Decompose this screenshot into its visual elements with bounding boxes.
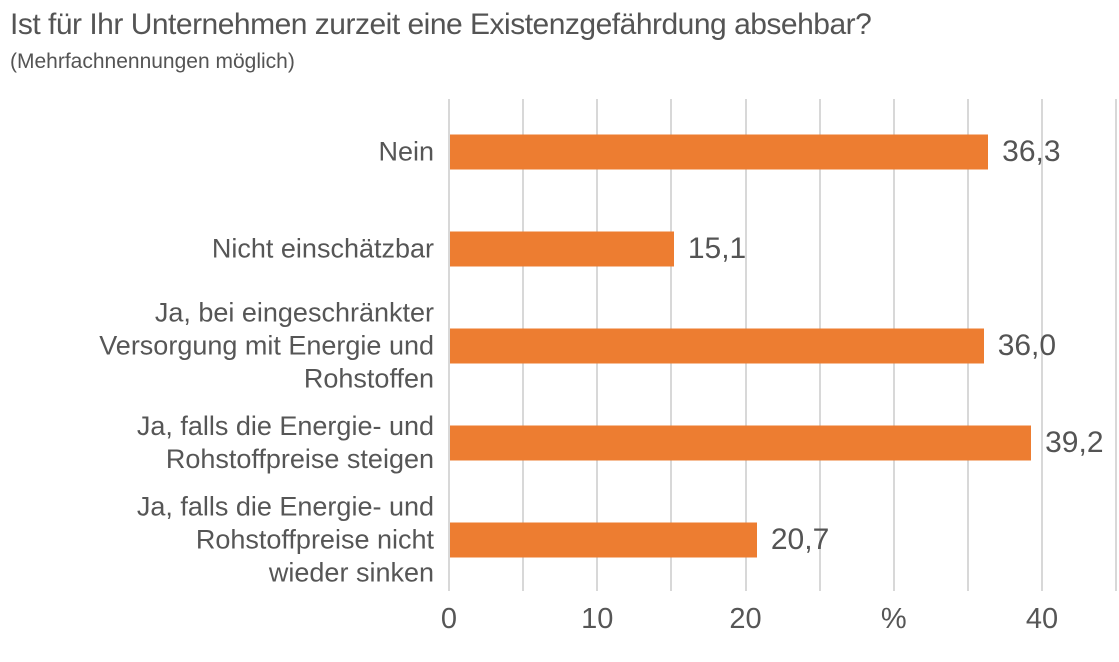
- bar: [450, 231, 674, 267]
- x-tick-label: 10: [581, 603, 614, 635]
- gridline: [1041, 99, 1043, 591]
- value-label: 39,2: [1045, 426, 1104, 460]
- chart-title: Ist für Ihr Unternehmen zurzeit eine Exi…: [10, 8, 872, 41]
- bar: [450, 328, 984, 364]
- chart-subtitle: (Mehrfachnennungen möglich): [10, 50, 295, 73]
- category-label: Nicht einschätzbar: [211, 233, 434, 264]
- value-label: 20,7: [770, 523, 830, 557]
- gridline: [448, 99, 450, 591]
- x-tick-label: 20: [729, 603, 762, 635]
- category-label: Ja, bei eingeschränkter Versorgung mit E…: [99, 297, 434, 394]
- bar: [450, 134, 989, 170]
- gridline: [1115, 99, 1118, 591]
- bar: [450, 425, 1032, 461]
- x-tick-label: %: [880, 603, 907, 635]
- category-label: Ja, falls die Energie- und Rohstoffpreis…: [136, 411, 434, 475]
- value-label: 15,1: [687, 231, 747, 265]
- bar: [450, 522, 757, 558]
- x-tick-label: 40: [1025, 603, 1059, 635]
- category-label: Nein: [378, 136, 434, 167]
- value-label: 36,0: [997, 329, 1057, 362]
- value-label: 36,3: [1002, 134, 1061, 168]
- category-label: Ja, falls die Energie- und Rohstoffpreis…: [136, 491, 434, 588]
- x-tick-label: 0: [440, 603, 458, 635]
